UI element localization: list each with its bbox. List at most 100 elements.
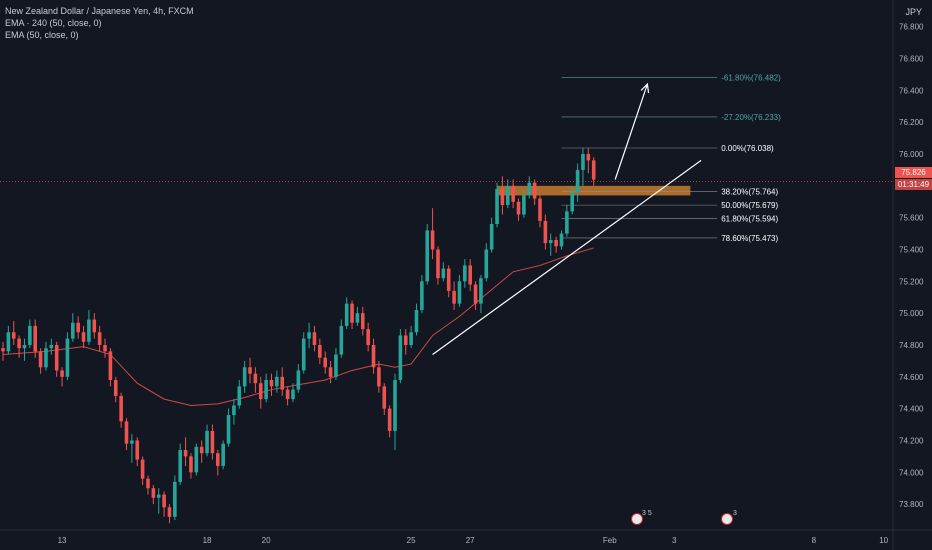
fib-level-label: 0.00%(76.038) <box>721 144 774 153</box>
time-tick-label: Feb <box>603 536 617 545</box>
countdown-label: 01:31:49 <box>895 179 932 190</box>
time-tick-label: 25 <box>407 536 416 545</box>
candle-body <box>205 430 209 454</box>
candle-body <box>484 249 489 279</box>
candle-body <box>237 386 242 406</box>
candle-body <box>22 344 27 349</box>
candle-body <box>162 494 166 508</box>
candle-body <box>559 233 564 247</box>
price-tick-label: 76.200 <box>899 118 924 127</box>
candle-body <box>173 481 177 517</box>
candle-body <box>199 446 204 454</box>
candle-body <box>452 290 456 304</box>
candle-body <box>516 201 521 215</box>
candle-body <box>119 395 123 422</box>
candle-body <box>221 443 225 466</box>
price-tick-label: 74.200 <box>899 436 924 445</box>
price-tick-label: 74.800 <box>899 341 924 350</box>
candle-body <box>65 338 70 377</box>
ema-50-indicator[interactable]: EMA (50, close, 0) <box>5 30 79 40</box>
candle-body <box>71 322 75 339</box>
candle-body <box>436 249 440 279</box>
event-flag-icon[interactable] <box>721 513 733 525</box>
candle-body <box>350 303 354 323</box>
ema-240-indicator[interactable]: EMA · 240 (50, close, 0) <box>5 18 102 28</box>
candle-body <box>334 354 338 377</box>
candle-body <box>258 383 263 400</box>
candle-body <box>280 376 285 390</box>
candle-body <box>522 195 526 215</box>
price-tick-label: 74.600 <box>899 373 924 382</box>
time-tick-label: 20 <box>262 536 271 545</box>
candle-body <box>543 220 548 244</box>
candle-body <box>565 211 569 234</box>
candle-body <box>479 278 483 304</box>
time-tick-label: 10 <box>879 536 888 545</box>
candle-body <box>81 332 86 342</box>
event-flag-icon[interactable] <box>631 513 643 525</box>
candle-body <box>38 351 43 368</box>
candle-body <box>76 322 80 333</box>
price-tick-label: 74.400 <box>899 405 924 414</box>
candle-body <box>135 440 140 460</box>
candle-body <box>500 189 505 205</box>
candle-body <box>409 332 413 345</box>
trend-line <box>432 159 702 356</box>
candle-body <box>371 344 376 368</box>
projection-arrow <box>614 83 648 180</box>
candle-body <box>511 185 515 202</box>
fib-level-label: 38.20%(75.764) <box>721 188 778 197</box>
candle-body <box>425 230 430 282</box>
candle-body <box>33 325 38 352</box>
candle-body <box>130 440 134 444</box>
candle-body <box>307 332 311 339</box>
candle-body <box>296 370 301 390</box>
candle-body <box>113 380 118 396</box>
candle-body <box>532 182 537 199</box>
candle-body <box>6 332 11 352</box>
candle-body <box>581 154 585 170</box>
candle-body <box>17 338 21 349</box>
candle-body <box>463 265 467 282</box>
candle-body <box>538 198 542 221</box>
chart-legend: New Zealand Dollar / Japanese Yen, 4h, F… <box>5 5 194 41</box>
event-count: 3 <box>733 510 737 517</box>
projection-arrow-head <box>640 82 650 94</box>
candle-body <box>554 239 558 247</box>
price-tick-label: 76.600 <box>899 55 924 64</box>
candle-body <box>97 332 102 345</box>
symbol-title[interactable]: New Zealand Dollar / Japanese Yen, 4h, F… <box>5 6 194 16</box>
candle-body <box>366 329 370 345</box>
candle-body <box>360 313 365 330</box>
candle-body <box>146 478 150 489</box>
candle-body <box>495 189 499 225</box>
candle-body <box>108 351 113 381</box>
candle-body <box>575 169 580 193</box>
candle-body <box>355 313 360 323</box>
candle-body <box>339 325 344 355</box>
time-tick-label: 13 <box>58 536 67 545</box>
candle-body <box>505 185 510 205</box>
price-tick-label: 75.000 <box>899 309 924 318</box>
candle-body <box>457 281 462 304</box>
candle-body <box>312 332 317 345</box>
candle-body <box>377 367 381 387</box>
fib-level-label: -61.80%(76.482) <box>721 73 781 82</box>
candle-body <box>414 309 419 333</box>
candle-body <box>151 488 156 498</box>
candle-body <box>527 182 532 196</box>
candle-body <box>344 303 349 326</box>
candle-body <box>1 348 5 352</box>
time-tick-label: 3 <box>672 536 677 545</box>
candle-body <box>232 405 236 416</box>
candle-body <box>301 338 306 371</box>
fib-level-label: 78.60%(75.473) <box>721 234 778 243</box>
price-tick-label: 75.600 <box>899 214 924 223</box>
candle-body <box>586 154 591 161</box>
candle-body <box>446 268 451 291</box>
candle-body <box>441 268 446 279</box>
candle-body <box>489 224 494 250</box>
event-count: 3 5 <box>642 510 652 517</box>
candle-body <box>103 344 107 352</box>
